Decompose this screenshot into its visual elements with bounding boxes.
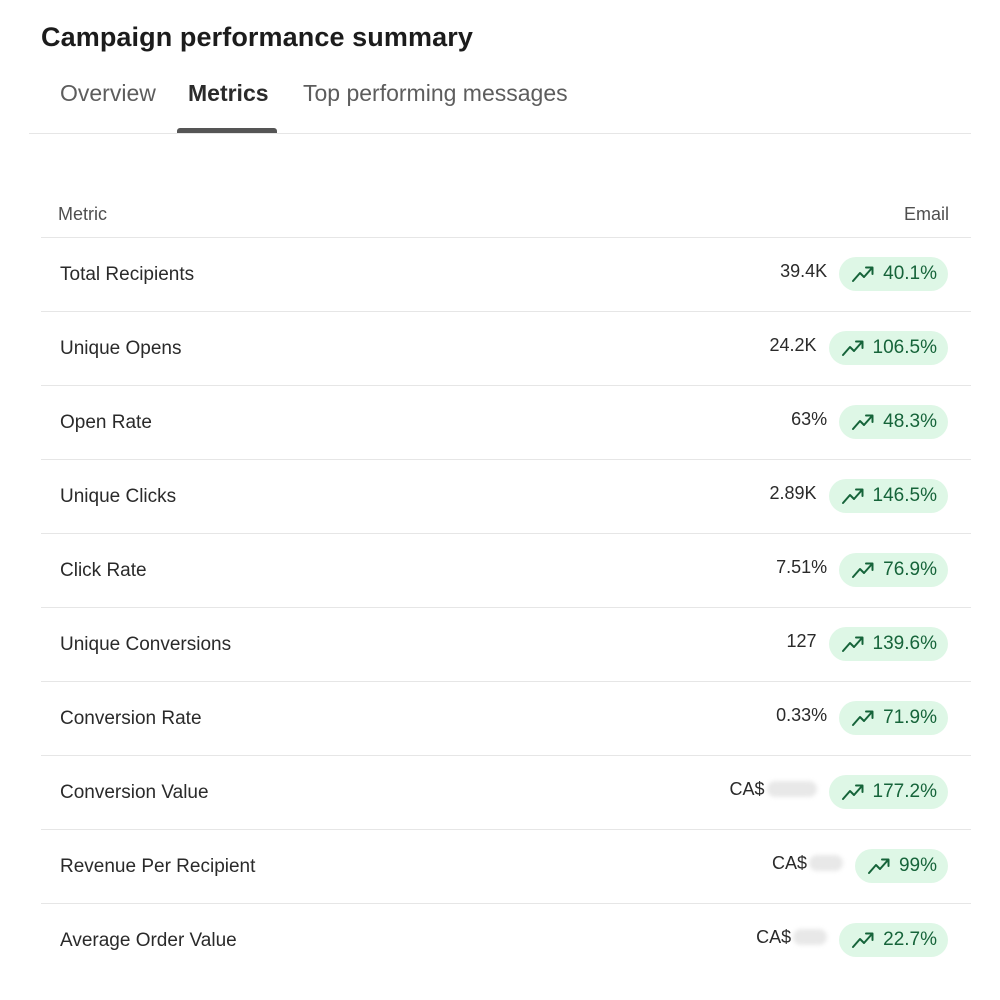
metrics-table: Metric Email Total Recipients 39.4K 40.1% U…	[41, 190, 971, 977]
table-row-conversion-value: Conversion Value CA$ 177.2%	[41, 756, 971, 830]
metric-value-text: 127	[786, 630, 817, 651]
change-percent: 40.1%	[883, 263, 937, 284]
redacted-amount	[766, 781, 817, 797]
table-row-unique-opens: Unique Opens 24.2K 106.5%	[41, 312, 971, 386]
metric-value: 0.33%	[776, 705, 827, 726]
trend-up-icon	[851, 264, 875, 284]
metric-label: Total Recipients	[60, 264, 195, 285]
change-badge: 76.9%	[839, 553, 948, 587]
trend-up-icon	[841, 634, 865, 654]
metric-value: 24.2K	[770, 335, 817, 356]
trend-up-icon	[841, 782, 865, 802]
metric-value: CA$	[772, 853, 843, 874]
trend-up-icon	[841, 338, 865, 358]
change-percent: 76.9%	[883, 559, 937, 580]
trend-up-icon	[851, 708, 875, 728]
table-row-revenue-per-recipient: Revenue Per Recipient CA$ 99%	[41, 830, 971, 904]
table-row-unique-conversions: Unique Conversions 127 139.6%	[41, 608, 971, 682]
change-percent: 99%	[898, 855, 937, 876]
metric-value-text: 2.89K	[769, 482, 817, 503]
email-value-cell: CA$ 177.2%	[730, 775, 948, 809]
metric-value-text: 63%	[791, 408, 828, 429]
metric-label: Conversion Value	[60, 782, 209, 803]
metric-value: 127	[787, 631, 817, 652]
metric-value: 7.51%	[776, 557, 827, 578]
table-row-open-rate: Open Rate 63% 48.3%	[41, 386, 971, 460]
email-value-cell: CA$ 99%	[772, 849, 948, 883]
tab-metrics[interactable]: Metrics	[188, 80, 269, 106]
change-badge: 139.6%	[828, 627, 948, 661]
change-badge: 106.5%	[828, 331, 948, 365]
metric-value: CA$	[730, 779, 817, 800]
trend-up-icon	[851, 930, 875, 950]
change-percent: 177.2%	[872, 781, 937, 802]
metric-label: Open Rate	[60, 412, 152, 433]
change-percent: 48.3%	[883, 411, 937, 432]
active-tab-indicator	[177, 128, 277, 133]
column-header-email: Email	[903, 204, 949, 224]
redacted-amount	[793, 929, 828, 945]
change-badge: 40.1%	[839, 257, 948, 291]
metric-value-text: 39.4K	[780, 260, 828, 281]
table-row-conversion-rate: Conversion Rate 0.33% 71.9%	[41, 682, 971, 756]
trend-up-icon	[841, 486, 865, 506]
tab-top-performing-messages[interactable]: Top performing messages	[303, 80, 568, 106]
change-percent: 139.6%	[872, 633, 937, 654]
metric-value-text: CA$	[729, 778, 765, 799]
change-percent: 22.7%	[883, 929, 937, 950]
trend-up-icon	[867, 856, 891, 876]
column-header-metric: Metric	[58, 204, 107, 224]
tab-overview[interactable]: Overview	[60, 80, 156, 106]
change-badge: 22.7%	[839, 923, 948, 957]
metric-label: Unique Conversions	[60, 634, 232, 655]
metric-label: Unique Clicks	[60, 486, 177, 507]
table-row-total-recipients: Total Recipients 39.4K 40.1%	[41, 238, 971, 312]
email-value-cell: 7.51% 76.9%	[776, 553, 948, 587]
metric-label: Unique Opens	[60, 338, 182, 359]
email-value-cell: 2.89K 146.5%	[770, 479, 948, 513]
change-badge: 71.9%	[839, 701, 948, 735]
email-value-cell: 24.2K 106.5%	[770, 331, 948, 365]
email-value-cell: 63% 48.3%	[791, 405, 948, 439]
table-row-unique-clicks: Unique Clicks 2.89K 146.5%	[41, 460, 971, 534]
metric-value-text: CA$	[756, 926, 792, 947]
email-value-cell: 0.33% 71.9%	[776, 701, 948, 735]
table-header: Metric Email	[41, 190, 971, 238]
metric-label: Click Rate	[60, 560, 147, 581]
tab-bar: Overview Metrics Top performing messages	[29, 70, 971, 134]
change-badge: 99%	[854, 849, 948, 883]
email-value-cell: 127 139.6%	[787, 627, 948, 661]
change-badge: 177.2%	[828, 775, 948, 809]
page-title: Campaign performance summary	[41, 22, 473, 52]
table-row-click-rate: Click Rate 7.51% 76.9%	[41, 534, 971, 608]
trend-up-icon	[851, 560, 875, 580]
metric-value: CA$	[756, 926, 828, 948]
metric-value: 39.4K	[780, 261, 827, 282]
metric-value-text: 7.51%	[776, 556, 828, 577]
email-value-cell: 39.4K 40.1%	[780, 257, 948, 291]
change-percent: 106.5%	[872, 337, 937, 358]
metric-value-text: 24.2K	[769, 334, 817, 355]
metric-value: 63%	[791, 409, 827, 430]
metric-label: Average Order Value	[60, 930, 237, 951]
redacted-amount	[808, 855, 843, 871]
metric-value-text: 0.33%	[776, 704, 828, 725]
trend-up-icon	[851, 412, 875, 432]
change-badge: 48.3%	[839, 405, 948, 439]
change-percent: 71.9%	[883, 707, 937, 728]
metric-label: Revenue Per Recipient	[60, 856, 256, 877]
change-percent: 146.5%	[872, 485, 937, 506]
change-badge: 146.5%	[828, 479, 948, 513]
email-value-cell: CA$ 22.7%	[756, 923, 948, 957]
metric-value-text: CA$	[771, 852, 807, 873]
table-body: Total Recipients 39.4K 40.1% Unique Opens 24…	[41, 238, 971, 977]
table-row-average-order-value: Average Order Value CA$ 22.7%	[41, 904, 971, 977]
metric-value: 2.89K	[770, 483, 817, 504]
metric-label: Conversion Rate	[60, 708, 202, 729]
